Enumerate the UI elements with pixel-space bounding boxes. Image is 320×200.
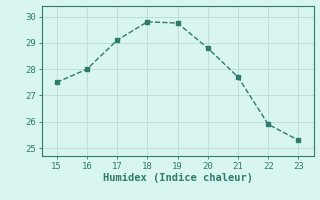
- X-axis label: Humidex (Indice chaleur): Humidex (Indice chaleur): [103, 173, 252, 183]
